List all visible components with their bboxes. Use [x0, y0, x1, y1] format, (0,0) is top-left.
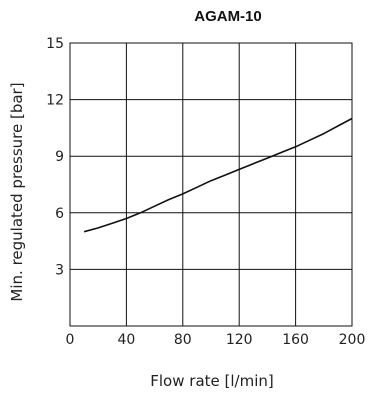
grid — [70, 43, 352, 326]
x-axis-label: Flow rate [l/min] — [150, 372, 273, 390]
plot-frame — [69, 42, 353, 327]
y-tick-label: 15 — [46, 36, 64, 52]
y-tick-label: 3 — [55, 262, 64, 278]
x-tick-labels: 0 40 80 120 160 200 — [66, 332, 366, 348]
x-tick-label: 40 — [117, 332, 135, 348]
series-layer — [83, 117, 353, 233]
y-axis-label: Min. regulated pressure [bar] — [8, 82, 26, 301]
x-tick-label: 0 — [66, 332, 75, 348]
x-tick-label: 160 — [282, 332, 309, 348]
y-tick-label: 6 — [55, 206, 64, 222]
y-tick-label: 9 — [55, 149, 64, 165]
x-tick-label: 200 — [339, 332, 366, 348]
series-line — [83, 117, 353, 233]
y-tick-labels: 3 6 9 12 15 — [46, 36, 64, 278]
x-tick-label: 120 — [226, 332, 253, 348]
chart-title: AGAM-10 — [194, 8, 262, 25]
y-tick-label: 12 — [46, 93, 64, 109]
x-tick-label: 80 — [174, 332, 192, 348]
